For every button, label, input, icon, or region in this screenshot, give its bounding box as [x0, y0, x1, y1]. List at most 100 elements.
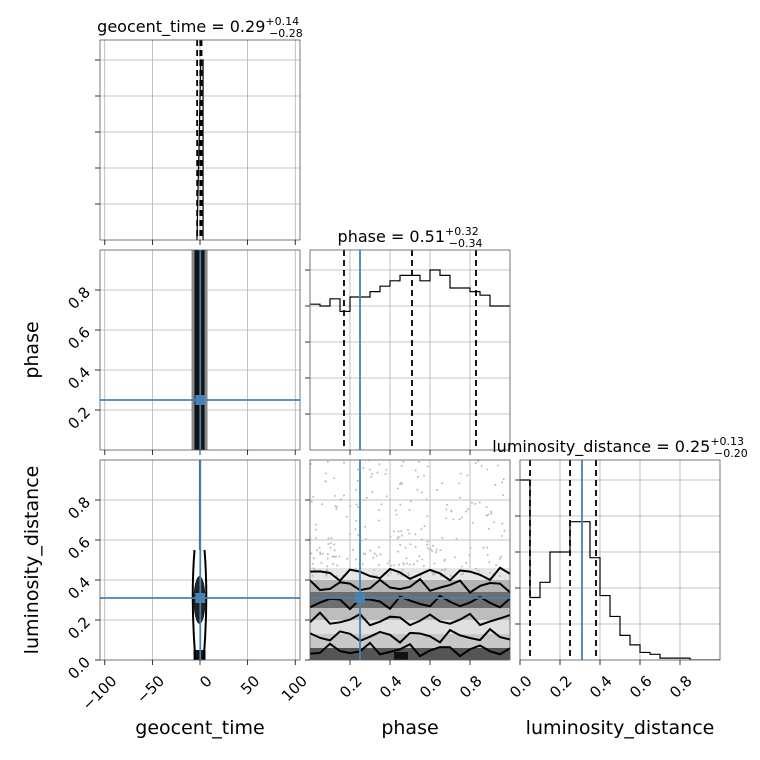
- sample-point: [435, 551, 438, 554]
- sample-point: [475, 567, 478, 570]
- sample-point: [389, 571, 392, 574]
- title-plus: +0.32: [445, 225, 479, 238]
- sample-point: [373, 552, 376, 555]
- sample-point: [343, 461, 346, 464]
- sample-point: [412, 563, 415, 566]
- sample-point: [498, 557, 501, 560]
- sample-point: [373, 568, 376, 571]
- sample-point: [445, 508, 448, 511]
- sample-point: [490, 512, 493, 515]
- sample-point: [378, 519, 381, 522]
- sample-point: [421, 538, 424, 541]
- sample-point: [423, 525, 426, 528]
- sample-point: [326, 460, 329, 463]
- sample-point: [314, 528, 317, 531]
- panel-phase-luminosity_distance: [305, 459, 511, 665]
- sample-point: [487, 513, 490, 516]
- x-tick-label: −50: [133, 672, 168, 707]
- sample-point: [330, 537, 333, 540]
- sample-point: [420, 491, 423, 494]
- sample-point: [354, 519, 357, 522]
- density-contour: [310, 611, 510, 627]
- sample-point: [416, 559, 419, 562]
- sample-point: [465, 561, 468, 564]
- sample-point: [389, 564, 392, 567]
- sample-point: [444, 568, 447, 571]
- sample-point: [398, 563, 401, 566]
- title-plus: +0.13: [710, 435, 744, 448]
- sample-point: [458, 518, 461, 521]
- title-equals: =: [206, 17, 230, 36]
- sample-point: [354, 567, 357, 570]
- sample-point: [327, 542, 330, 545]
- sample-point: [352, 548, 355, 551]
- sample-point: [354, 528, 357, 531]
- density-band: [310, 648, 510, 660]
- sample-point: [364, 538, 367, 541]
- sample-point: [362, 466, 365, 469]
- sample-point: [399, 543, 402, 546]
- density-contour: [191, 549, 208, 660]
- histogram-luminosity_distance: [520, 479, 720, 660]
- sample-point: [389, 535, 392, 538]
- x-tick-label: 0.4: [376, 672, 406, 702]
- sample-point: [503, 529, 506, 532]
- x-tick-label: −100: [79, 672, 121, 714]
- y-tick-label: 0.2: [64, 613, 94, 643]
- title-minus: −0.34: [449, 237, 483, 250]
- sample-point: [405, 562, 408, 565]
- sample-point: [394, 509, 397, 512]
- sample-point: [361, 563, 364, 566]
- sample-point: [354, 488, 357, 491]
- sample-point: [477, 460, 480, 462]
- x-tick-label: 50: [237, 672, 263, 698]
- y-tick-label: 0.2: [64, 403, 94, 433]
- title-minus: −0.28: [269, 27, 303, 40]
- sample-point: [321, 503, 324, 506]
- sample-point: [459, 472, 462, 475]
- truth-marker: [195, 593, 206, 603]
- sample-point: [471, 521, 474, 524]
- sample-point: [392, 564, 395, 567]
- histogram-phase: [310, 269, 510, 312]
- x-tick-label: 0.2: [546, 672, 576, 702]
- sample-point: [355, 558, 358, 561]
- sample-point: [335, 574, 338, 577]
- panel-geocent_time-phase: [95, 249, 301, 455]
- sample-point: [401, 534, 404, 537]
- sample-point: [378, 563, 381, 566]
- sample-point: [333, 549, 336, 552]
- sample-point: [422, 565, 425, 568]
- sample-point: [357, 534, 360, 537]
- sample-point: [385, 495, 388, 498]
- sample-point: [487, 528, 490, 531]
- sample-point: [486, 553, 489, 556]
- x-tick-label: 0: [196, 672, 215, 691]
- sample-point: [401, 569, 404, 572]
- sample-point: [398, 483, 401, 486]
- sample-point: [324, 472, 327, 475]
- sample-point: [488, 561, 491, 564]
- sample-point: [439, 549, 442, 552]
- sample-point: [485, 514, 488, 517]
- sample-point: [363, 499, 366, 502]
- y-tick-label: 0.8: [64, 283, 94, 313]
- sample-point: [426, 465, 429, 468]
- sample-point: [380, 503, 383, 506]
- sample-point: [414, 533, 417, 536]
- x-tick-label: 0.2: [336, 672, 366, 702]
- sample-point: [478, 501, 481, 504]
- density-core: [394, 652, 408, 660]
- sample-point: [459, 496, 462, 499]
- sample-point: [426, 543, 429, 546]
- sample-point: [364, 525, 367, 528]
- sample-point: [369, 549, 372, 552]
- sample-point: [310, 462, 312, 465]
- sample-point: [310, 500, 313, 503]
- sample-point: [482, 546, 485, 549]
- sample-point: [385, 468, 388, 471]
- sample-point: [493, 521, 496, 524]
- sample-point: [455, 537, 458, 540]
- sample-point: [326, 557, 329, 560]
